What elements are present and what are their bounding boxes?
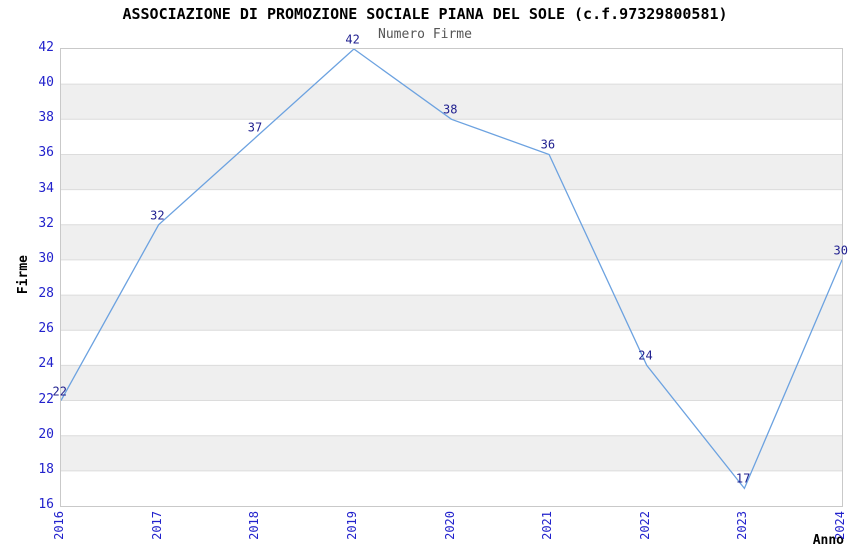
data-point-label: 42 bbox=[345, 32, 360, 47]
y-tick-label: 20 bbox=[38, 426, 54, 442]
y-tick-label: 38 bbox=[38, 110, 54, 126]
y-tick-label: 40 bbox=[38, 75, 54, 91]
plot-area bbox=[60, 48, 843, 507]
x-tick-label: 2017 bbox=[149, 511, 164, 540]
line-chart-svg bbox=[61, 49, 842, 490]
y-tick-label: 42 bbox=[38, 40, 54, 55]
y-tick-label: 22 bbox=[38, 391, 54, 407]
x-tick-label: 2018 bbox=[247, 511, 262, 540]
x-tick-label: 2020 bbox=[442, 511, 457, 540]
band-row bbox=[61, 365, 842, 401]
y-tick-label: 28 bbox=[38, 286, 54, 302]
band-row bbox=[61, 435, 842, 471]
y-tick-label: 36 bbox=[38, 145, 54, 161]
band-row bbox=[61, 154, 842, 190]
y-tick-label: 18 bbox=[38, 461, 54, 477]
x-tick-label: 2022 bbox=[637, 511, 652, 540]
data-point-label: 32 bbox=[150, 208, 165, 223]
x-axis-label: Anno bbox=[812, 533, 844, 548]
band-row bbox=[61, 295, 842, 331]
data-line bbox=[61, 49, 842, 490]
x-tick-label: 2021 bbox=[540, 511, 555, 540]
x-tick-label: 2024 bbox=[833, 511, 847, 540]
y-tick-label: 16 bbox=[38, 497, 54, 512]
y-tick-label: 32 bbox=[38, 215, 54, 231]
y-tick-label: 24 bbox=[38, 356, 54, 372]
data-point-label: 30 bbox=[833, 243, 848, 258]
data-point-label: 22 bbox=[52, 384, 67, 399]
x-tick-label: 2016 bbox=[52, 511, 66, 540]
data-point-label: 17 bbox=[735, 472, 751, 487]
y-tick-label: 34 bbox=[38, 180, 54, 196]
x-tick-label: 2019 bbox=[344, 511, 359, 540]
data-point-label: 37 bbox=[247, 120, 263, 135]
band-row bbox=[61, 84, 842, 120]
data-point-label: 24 bbox=[638, 349, 653, 364]
y-tick-label: 26 bbox=[38, 321, 54, 337]
chart-title: ASSOCIAZIONE DI PROMOZIONE SOCIALE PIANA… bbox=[122, 5, 728, 23]
y-tick-label: 30 bbox=[38, 250, 54, 266]
data-point-label: 38 bbox=[443, 102, 458, 117]
data-point-label: 36 bbox=[540, 138, 556, 153]
band-row bbox=[61, 224, 842, 260]
x-tick-label: 2023 bbox=[735, 511, 750, 540]
chart-subtitle: Numero Firme bbox=[378, 27, 472, 42]
